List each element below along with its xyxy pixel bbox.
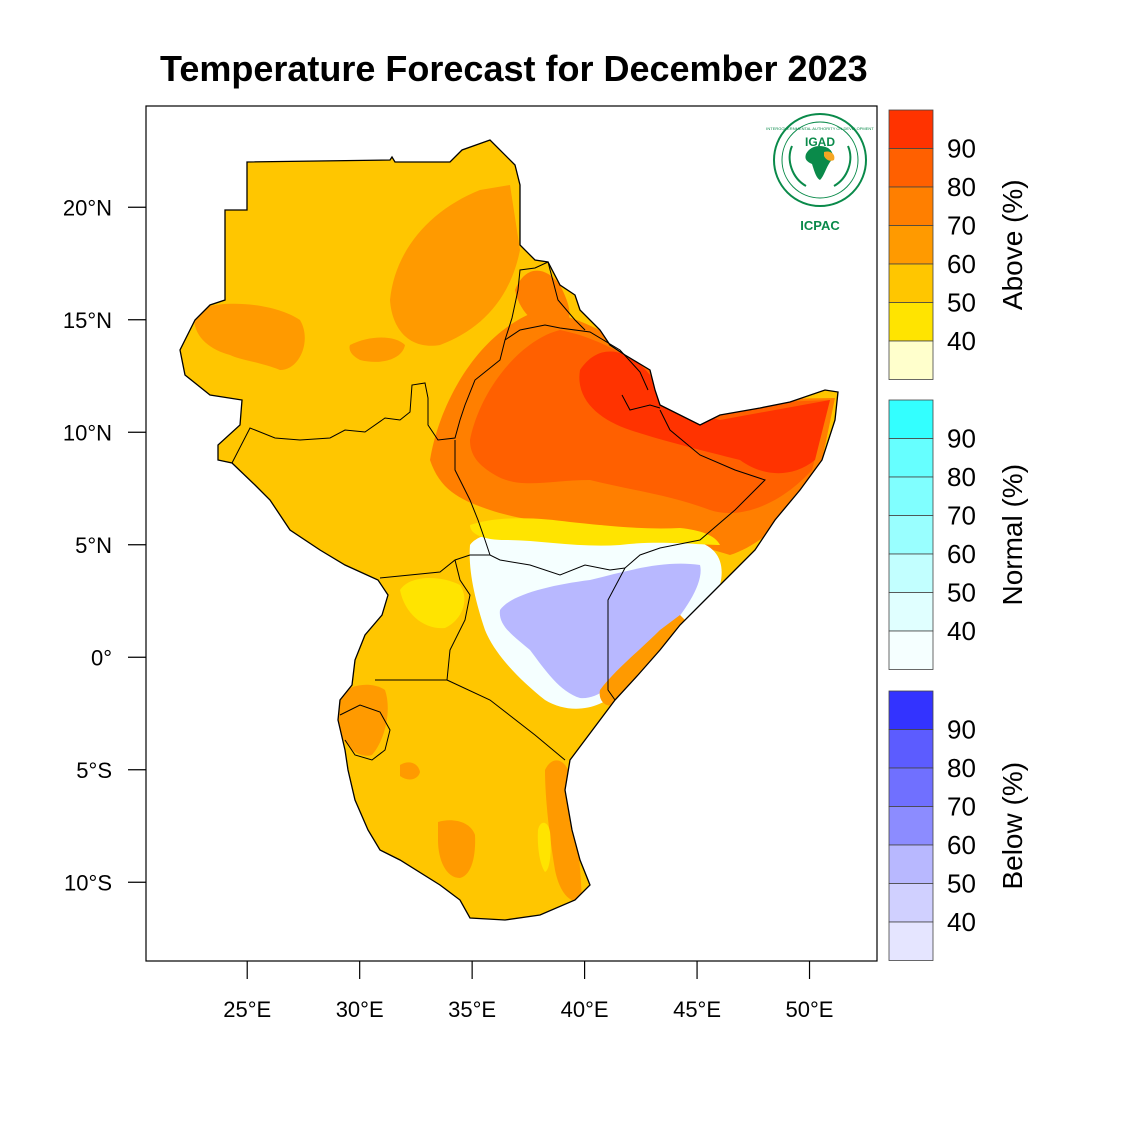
legend-swatch (888, 340, 934, 380)
legend-tick-label: 70 (947, 501, 976, 531)
logo-inner-ring (781, 121, 859, 199)
border-kenya-tanzania (446, 679, 566, 761)
border-sudan-ethiopia-eritrea (504, 261, 586, 341)
legend-swatch (888, 921, 934, 961)
border-rwanda-burundi (339, 704, 391, 761)
lon-tick-label: 50°E (786, 997, 834, 1022)
legend-swatch (888, 630, 934, 670)
shade-eritrea-70pct (515, 270, 570, 330)
shade-afar-90pct (579, 351, 830, 474)
igad-icpac-logo: IGAD INTERGOVERNMENTAL AUTHORITY ON DEVE… (766, 113, 874, 233)
shade-rwanda-70pct (335, 684, 388, 756)
legend-tick-label: 60 (947, 249, 976, 279)
lat-tick-label: 10°N (63, 420, 112, 445)
legend-swatch (888, 690, 934, 730)
legend-bar-1: 90 80 70 60 50 40 Above (%) (888, 109, 1028, 380)
legend-tick-label: 80 (947, 172, 976, 202)
shade-below-50pct (499, 563, 701, 699)
border-south-sudan-kenya-uganda (379, 554, 626, 579)
lon-tick-label: 30°E (336, 997, 384, 1022)
logo-ring-text: INTERGOVERNMENTAL AUTHORITY ON DEVELOPME… (766, 126, 874, 131)
shade-kordofan-70pct (349, 337, 405, 362)
legend-tick-label: 90 (947, 424, 976, 454)
lat-tick-label: 10°S (64, 870, 112, 895)
legend-tick-label: 40 (947, 326, 976, 356)
legend-swatch (888, 225, 934, 265)
shade-tanzania-w-70pct (400, 762, 420, 780)
border-ethiopia-somalia (624, 409, 766, 569)
border-sudan-south-sudan (231, 339, 506, 464)
legend-swatch (888, 767, 934, 807)
legend-swatch (888, 263, 934, 303)
lat-tick-label: 5°S (76, 758, 112, 783)
legend-swatch (888, 399, 934, 439)
legend-tick-label: 50 (947, 578, 976, 608)
legend-swatch (888, 844, 934, 884)
border-uganda-kenya (446, 559, 471, 681)
legend-swatch (888, 438, 934, 478)
legend-tick-label: 70 (947, 792, 976, 822)
legend-swatch (888, 883, 934, 923)
longitude-axis: 25°E 30°E 35°E 40°E 45°E 50°E (223, 961, 833, 1022)
lon-tick-label: 45°E (673, 997, 721, 1022)
border-kenya-somalia (607, 567, 626, 701)
lon-tick-label: 35°E (448, 997, 496, 1022)
shade-tanzania-s-70pct (438, 820, 476, 878)
legend-swatch (888, 302, 934, 342)
shade-kenya-n-60pct (470, 518, 720, 546)
legend-title: Normal (%) (997, 464, 1028, 606)
legend-swatch (888, 515, 934, 555)
land-outline (179, 139, 839, 921)
legend-tick-label: 80 (947, 462, 976, 492)
page-title: Temperature Forecast for December 2023 (160, 48, 868, 89)
legend-group: 90 80 70 60 50 40 Above (%) 90 80 70 60 50 40 Normal … (888, 109, 1028, 961)
country-boundaries (231, 261, 766, 761)
legend-title: Above (%) (997, 179, 1028, 310)
legend-swatch (888, 553, 934, 593)
legend-tick-label: 40 (947, 907, 976, 937)
legend-swatch (888, 186, 934, 226)
legend-tick-label: 90 (947, 715, 976, 745)
legend-tick-label: 90 (947, 134, 976, 164)
laurel-left-icon (788, 145, 807, 187)
legend-tick-label: 70 (947, 211, 976, 241)
lat-tick-label: 5°N (75, 533, 112, 558)
legend-tick-label: 50 (947, 288, 976, 318)
shade-sudan-70pct (390, 185, 520, 346)
shade-ke-coast-70pct (599, 615, 690, 706)
legend-swatch (888, 109, 934, 149)
latitude-axis: 20°N 15°N 10°N 5°N 0° 5°S 10°S (63, 195, 146, 895)
border-eritrea-ethiopia (504, 324, 649, 391)
legend-tick-label: 40 (947, 616, 976, 646)
legend-tick-label: 50 (947, 869, 976, 899)
logo-top-text: IGAD (805, 135, 835, 149)
legend-swatch (888, 806, 934, 846)
legend-tick-label: 80 (947, 753, 976, 783)
logo-bottom-text: ICPAC (800, 218, 840, 233)
legend-swatch (888, 729, 934, 769)
legend-swatch (888, 592, 934, 632)
lon-tick-label: 25°E (223, 997, 271, 1022)
legend-title: Below (%) (997, 762, 1028, 890)
shade-coast-70pct (545, 760, 582, 902)
lat-tick-label: 15°N (63, 308, 112, 333)
lon-tick-label: 40°E (561, 997, 609, 1022)
legend-tick-label: 60 (947, 830, 976, 860)
legend-bar-3: 90 80 70 60 50 40 Below (%) (888, 690, 1028, 961)
laurel-right-icon (833, 145, 852, 187)
horn-region-icon (824, 151, 835, 161)
legend-tick-label: 60 (947, 539, 976, 569)
border-djibouti (621, 394, 661, 411)
shade-uganda-60pct (400, 578, 465, 629)
legend-bar-2: 90 80 70 60 50 40 Normal (%) (888, 399, 1028, 670)
legend-swatch (888, 148, 934, 188)
legend-swatch (888, 476, 934, 516)
lat-tick-label: 0° (91, 645, 112, 670)
shade-coast-60pct (537, 822, 551, 872)
border-south-sudan-ethiopia (454, 440, 491, 556)
lat-tick-label: 20°N (63, 195, 112, 220)
shade-darfur-70pct (194, 303, 305, 370)
